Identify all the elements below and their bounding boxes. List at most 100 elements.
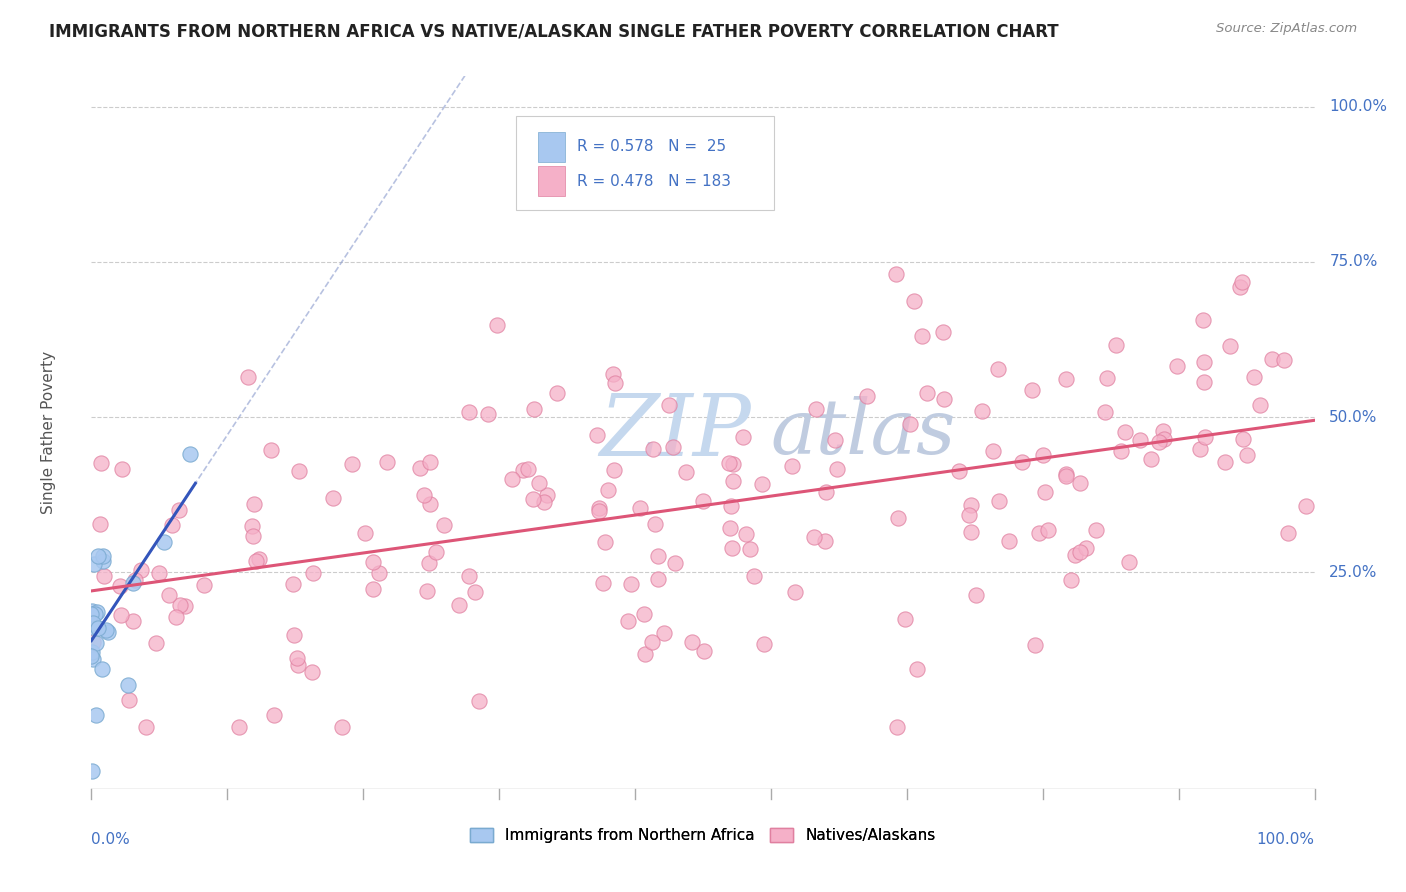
Point <box>89 517 111 532</box>
Point <box>588 503 610 517</box>
Point <box>1032 448 1054 462</box>
Point <box>647 573 669 587</box>
Point <box>111 461 134 475</box>
Point <box>281 576 304 591</box>
Point <box>1236 448 1258 462</box>
Legend: Immigrants from Northern Africa, Natives/Alaskans: Immigrants from Northern Africa, Natives… <box>464 822 942 849</box>
Point <box>1038 523 1060 537</box>
Point <box>602 367 624 381</box>
Point <box>82 652 104 666</box>
Point <box>1118 555 1140 569</box>
Point <box>240 519 263 533</box>
Point <box>898 417 921 432</box>
Point <box>375 455 398 469</box>
Point <box>260 443 283 458</box>
Point <box>418 556 440 570</box>
Point <box>82 635 104 649</box>
Point <box>416 583 439 598</box>
Point <box>1011 455 1033 469</box>
Text: 100.0%: 100.0% <box>1257 832 1315 847</box>
Point <box>1084 524 1107 538</box>
Point <box>742 569 765 583</box>
Point <box>302 566 325 581</box>
Text: ZIP: ZIP <box>599 392 751 474</box>
Point <box>82 616 104 631</box>
Point <box>752 637 775 651</box>
Point <box>1059 574 1081 588</box>
Point <box>536 488 558 502</box>
Point <box>117 693 139 707</box>
Text: 0.0%: 0.0% <box>91 832 131 847</box>
FancyBboxPatch shape <box>516 117 773 210</box>
Point <box>1140 452 1163 467</box>
Point <box>965 588 987 602</box>
Point <box>620 577 643 591</box>
Point <box>634 647 657 661</box>
Point <box>342 457 364 471</box>
Point <box>87 549 110 564</box>
Point <box>247 551 270 566</box>
Point <box>108 579 131 593</box>
Point <box>122 575 145 590</box>
Point <box>477 408 499 422</box>
Point <box>824 433 846 447</box>
Text: 25.0%: 25.0% <box>1329 565 1378 580</box>
Point <box>84 636 107 650</box>
Point <box>1074 541 1097 555</box>
Point <box>135 720 157 734</box>
Point <box>242 528 264 542</box>
Point <box>1243 370 1265 384</box>
Text: 100.0%: 100.0% <box>1329 99 1388 114</box>
Point <box>718 521 741 535</box>
Point <box>80 648 103 663</box>
Point <box>987 362 1010 376</box>
Point <box>1147 434 1170 449</box>
Point <box>972 404 994 418</box>
Point <box>458 569 481 583</box>
Point <box>124 573 146 587</box>
Point <box>886 720 908 734</box>
Point <box>675 466 697 480</box>
Point <box>94 623 117 637</box>
Point <box>121 614 143 628</box>
Point <box>1272 353 1295 368</box>
Point <box>905 662 928 676</box>
Point <box>616 614 638 628</box>
Point <box>981 444 1004 458</box>
Point <box>157 588 180 602</box>
Point <box>856 389 879 403</box>
Text: 50.0%: 50.0% <box>1329 409 1378 425</box>
Point <box>783 585 806 599</box>
Point <box>814 534 837 549</box>
Point <box>1153 432 1175 446</box>
Point <box>998 534 1021 549</box>
Point <box>91 549 114 563</box>
Point <box>957 508 980 522</box>
Point <box>1028 525 1050 540</box>
Point <box>90 456 112 470</box>
Point <box>433 517 456 532</box>
Point <box>1105 338 1128 352</box>
Point <box>1054 467 1077 482</box>
Point <box>354 526 377 541</box>
Text: R = 0.478   N = 183: R = 0.478 N = 183 <box>576 174 731 189</box>
Point <box>1194 430 1216 444</box>
Point <box>603 463 626 477</box>
Point <box>1035 485 1057 500</box>
Point <box>592 576 614 591</box>
Point <box>193 577 215 591</box>
Point <box>301 665 323 680</box>
Point <box>468 694 491 708</box>
Text: atlas: atlas <box>770 396 956 469</box>
Point <box>585 428 607 442</box>
Point <box>173 599 195 614</box>
Point <box>80 616 103 631</box>
Point <box>1277 526 1299 541</box>
Point <box>90 662 112 676</box>
Point <box>80 645 103 659</box>
Point <box>723 474 745 488</box>
Point <box>1109 444 1132 458</box>
Point <box>285 650 308 665</box>
Point <box>720 499 742 513</box>
FancyBboxPatch shape <box>538 166 565 196</box>
